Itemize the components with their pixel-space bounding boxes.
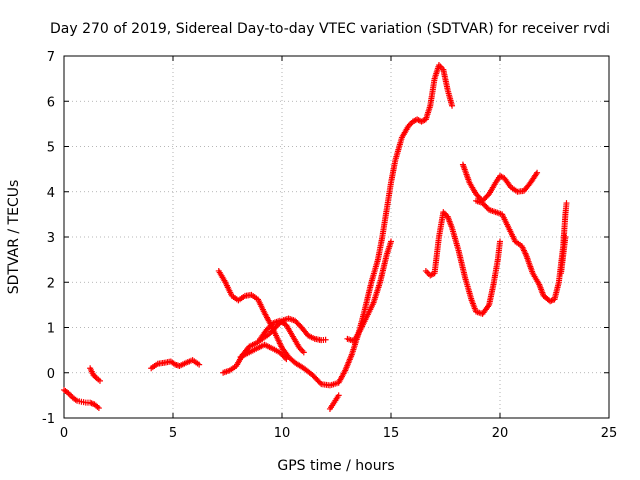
y-axis-label: SDTVAR / TECUs bbox=[6, 180, 22, 295]
data-point bbox=[534, 169, 541, 176]
data-point bbox=[483, 204, 490, 211]
data-point bbox=[269, 327, 276, 334]
axis-ticks: 0 5 10 15 20 25 -1 0 1 2 3 4 5 6 7 bbox=[42, 50, 617, 441]
y-tick-label: 0 bbox=[47, 367, 55, 382]
y-tick-label: 2 bbox=[47, 276, 55, 291]
data-point bbox=[267, 329, 274, 336]
x-tick-label: 0 bbox=[60, 426, 68, 441]
x-tick-label: 5 bbox=[169, 426, 177, 441]
chart-title: Day 270 of 2019, Sidereal Day-to-day VTE… bbox=[50, 21, 610, 37]
data-point bbox=[276, 349, 283, 356]
x-tick-label: 15 bbox=[383, 426, 400, 441]
data-point bbox=[280, 353, 287, 360]
y-tick-label: 5 bbox=[47, 141, 55, 156]
data-point bbox=[265, 331, 272, 338]
y-tick-label: 1 bbox=[47, 322, 55, 337]
x-tick-label: 25 bbox=[601, 426, 618, 441]
data-point bbox=[292, 317, 299, 324]
data-point bbox=[480, 201, 487, 208]
grid-lines bbox=[64, 56, 609, 418]
y-tick-label: 4 bbox=[47, 186, 55, 201]
y-tick-label: 6 bbox=[47, 95, 55, 110]
data-point bbox=[96, 377, 103, 384]
data-point bbox=[271, 325, 278, 332]
data-point bbox=[475, 193, 482, 200]
data-point bbox=[282, 354, 289, 361]
data-point bbox=[272, 324, 279, 331]
data-point bbox=[300, 349, 307, 356]
data-point bbox=[473, 191, 480, 198]
data-point bbox=[294, 320, 301, 327]
data-point bbox=[563, 200, 570, 207]
data-point bbox=[279, 352, 286, 359]
data-point bbox=[196, 361, 203, 368]
data-point bbox=[388, 238, 394, 245]
y-tick-label: -1 bbox=[42, 412, 55, 427]
data-point bbox=[265, 325, 272, 332]
x-axis-label: GPS time / hours bbox=[277, 458, 394, 474]
data-point bbox=[482, 202, 489, 209]
y-tick-label: 3 bbox=[47, 231, 55, 246]
x-tick-label: 20 bbox=[492, 426, 509, 441]
data-point bbox=[482, 195, 489, 202]
data-point bbox=[266, 324, 273, 331]
data-point bbox=[479, 200, 486, 207]
x-tick-label: 10 bbox=[274, 426, 291, 441]
data-point bbox=[95, 405, 102, 412]
data-point bbox=[268, 328, 275, 335]
y-tick-label: 7 bbox=[47, 50, 55, 65]
data-point bbox=[335, 392, 342, 399]
data-point bbox=[293, 319, 300, 326]
data-point bbox=[449, 102, 456, 109]
data-point bbox=[476, 195, 483, 202]
data-point bbox=[474, 192, 481, 199]
data-point bbox=[562, 234, 569, 240]
data-point bbox=[263, 326, 270, 333]
data-point bbox=[483, 193, 490, 200]
data-point bbox=[267, 322, 274, 329]
plot-frame bbox=[63, 55, 610, 419]
data-point bbox=[283, 356, 290, 363]
data-point bbox=[278, 350, 285, 357]
data-point bbox=[322, 336, 329, 343]
data-point bbox=[497, 238, 503, 245]
data-point bbox=[296, 321, 303, 328]
data-marks bbox=[61, 62, 570, 412]
